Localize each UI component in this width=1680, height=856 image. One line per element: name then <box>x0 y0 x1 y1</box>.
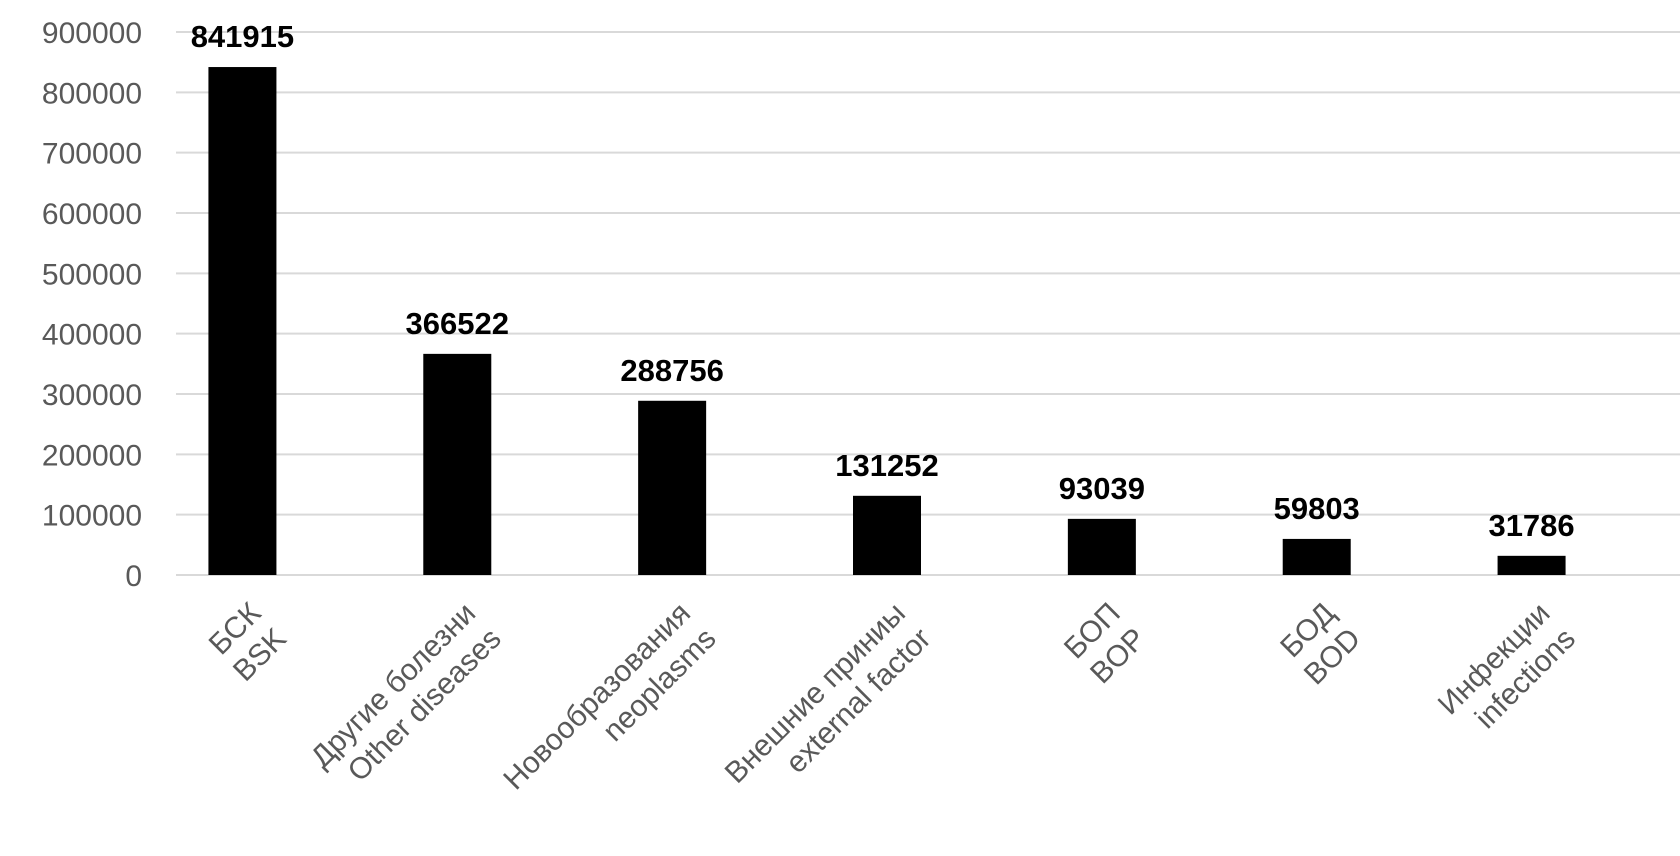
y-tick-label: 100000 <box>42 500 142 533</box>
data-label: 131252 <box>835 448 938 483</box>
y-tick-label: 300000 <box>42 379 142 412</box>
y-tick-label: 400000 <box>42 319 142 352</box>
data-label: 59803 <box>1274 491 1360 526</box>
bar <box>1497 555 1566 575</box>
y-axis-tick-labels: 0 100000 200000 300000 400000 500000 600000 700… <box>42 17 142 593</box>
data-label: 366522 <box>406 306 509 341</box>
bar <box>208 67 277 575</box>
bar <box>1067 518 1136 575</box>
data-label: 31786 <box>1488 508 1574 543</box>
gridlines <box>176 31 1680 576</box>
y-tick-label: 600000 <box>42 198 142 231</box>
y-tick-label: 0 <box>125 560 142 593</box>
y-tick-label: 500000 <box>42 258 142 291</box>
y-tick-label: 900000 <box>42 17 142 50</box>
bars <box>208 67 1566 575</box>
data-labels: 841915 366522 288756 131252 93039 59803 31786 <box>191 19 1575 543</box>
y-tick-label: 700000 <box>42 138 142 171</box>
bar <box>853 495 921 575</box>
y-tick-label: 800000 <box>42 77 142 110</box>
bar <box>1282 538 1351 575</box>
data-label: 841915 <box>191 19 294 54</box>
bar <box>638 400 707 575</box>
data-label: 93039 <box>1059 471 1145 506</box>
data-label: 288756 <box>620 353 723 388</box>
bar <box>423 353 492 575</box>
y-tick-label: 200000 <box>42 439 142 472</box>
